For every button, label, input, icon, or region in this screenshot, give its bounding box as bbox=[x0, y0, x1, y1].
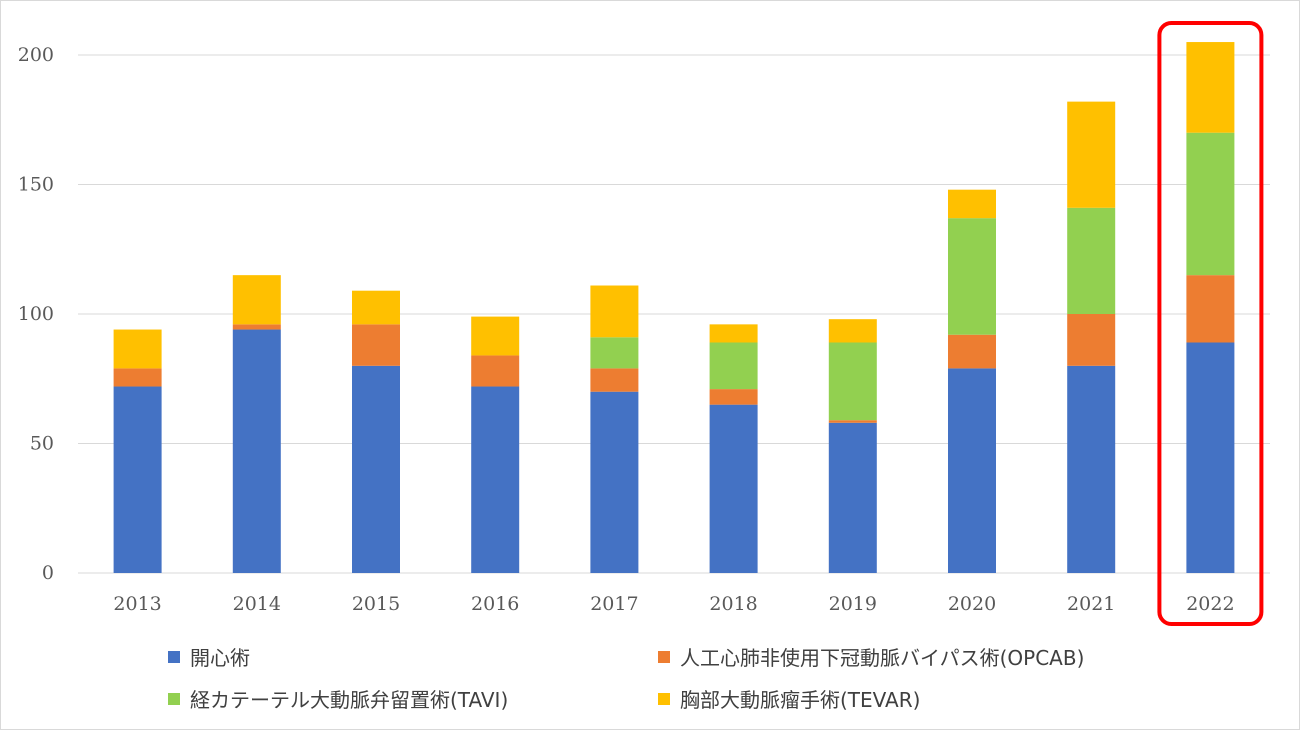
bar-segment-2013-s3 bbox=[113, 329, 162, 369]
x-tick-label-2020: 2020 bbox=[948, 593, 996, 615]
bar-segment-2017-s1 bbox=[590, 368, 639, 392]
bar-segment-2019-s1 bbox=[828, 420, 877, 423]
bar-segment-2013-s0 bbox=[113, 386, 162, 573]
bar-segment-2021-s1 bbox=[1067, 314, 1116, 366]
x-tick-label-2015: 2015 bbox=[352, 593, 400, 615]
bar-segment-2016-s1 bbox=[471, 355, 520, 387]
bar-segment-2018-s3 bbox=[709, 324, 758, 343]
bar-segment-2021-s3 bbox=[1067, 101, 1116, 208]
bar-segment-2017-s0 bbox=[590, 391, 639, 573]
bar-segment-2015-s3 bbox=[352, 290, 400, 325]
highlight-box-2022 bbox=[1157, 21, 1264, 626]
bar-segment-2020-s0 bbox=[948, 368, 996, 573]
bar-segment-2020-s3 bbox=[948, 189, 996, 219]
bar-segment-2015-s1 bbox=[352, 324, 400, 366]
y-tick-label-50: 50 bbox=[30, 433, 54, 455]
bar-segment-2019-s2 bbox=[828, 342, 877, 421]
x-tick-label-2016: 2016 bbox=[471, 593, 519, 615]
x-tick-label-2022: 2022 bbox=[1186, 593, 1234, 615]
bar-segment-2022-s3 bbox=[1186, 42, 1235, 133]
x-tick-label-2021: 2021 bbox=[1067, 593, 1115, 615]
x-tick-label-2018: 2018 bbox=[709, 593, 757, 615]
bar-segment-2017-s3 bbox=[590, 285, 639, 338]
bar-segment-2022-s2 bbox=[1186, 132, 1235, 276]
bar-segment-2014-s3 bbox=[232, 275, 281, 325]
bar-segment-2018-s0 bbox=[709, 404, 758, 573]
bar-segment-2022-s1 bbox=[1186, 275, 1235, 343]
bar-segment-2016-s0 bbox=[471, 386, 520, 573]
bar-segment-2013-s1 bbox=[113, 368, 162, 387]
y-tick-label-200: 200 bbox=[18, 44, 54, 66]
bar-segment-2018-s1 bbox=[709, 389, 758, 405]
x-tick-label-2019: 2019 bbox=[829, 593, 877, 615]
y-tick-label-100: 100 bbox=[18, 303, 54, 325]
bar-segment-2020-s1 bbox=[948, 334, 996, 369]
bar-segment-2015-s0 bbox=[352, 365, 400, 573]
bar-segment-2020-s2 bbox=[948, 218, 996, 335]
bar-segment-2019-s0 bbox=[828, 422, 877, 573]
y-tick-label-0: 0 bbox=[42, 562, 54, 584]
bar-segment-2021-s0 bbox=[1067, 365, 1116, 573]
bar-segment-2022-s0 bbox=[1186, 342, 1235, 573]
y-tick-label-150: 150 bbox=[18, 174, 54, 196]
bar-segment-2016-s3 bbox=[471, 316, 520, 356]
x-tick-label-2017: 2017 bbox=[590, 593, 638, 615]
bar-segment-2014-s1 bbox=[232, 324, 281, 330]
bar-segment-2021-s2 bbox=[1067, 207, 1116, 314]
bar-segment-2019-s3 bbox=[828, 319, 877, 343]
bar-segment-2018-s2 bbox=[709, 342, 758, 390]
x-tick-label-2013: 2013 bbox=[113, 593, 161, 615]
x-tick-label-2014: 2014 bbox=[233, 593, 281, 615]
bar-segment-2017-s2 bbox=[590, 337, 639, 369]
bar-segment-2014-s0 bbox=[232, 329, 281, 573]
